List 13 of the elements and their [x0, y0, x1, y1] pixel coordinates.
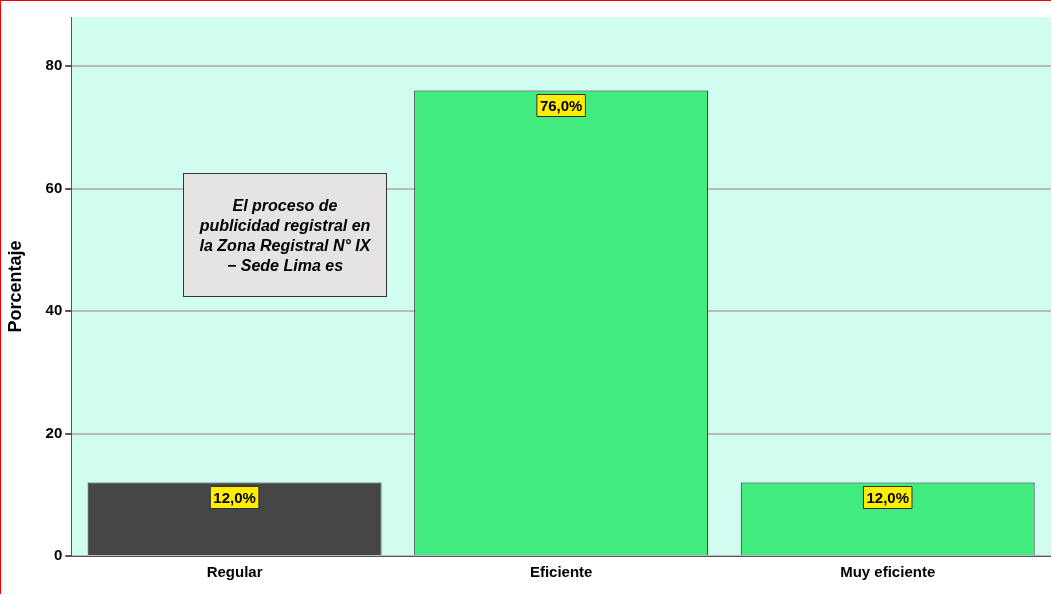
x-tick-label: Regular — [206, 563, 263, 581]
data-label: 76,0% — [539, 96, 583, 114]
y-tick-label: 0 — [53, 546, 63, 564]
data-label: 12,0% — [866, 488, 909, 506]
y-tick-label: 80 — [45, 56, 63, 74]
caption-box: El proceso de publicidad registral en la Zona Registral N° IX − Sede Lima es — [183, 173, 387, 297]
x-tick-label: Eficiente — [529, 563, 593, 581]
data-label: 12,0% — [213, 488, 256, 506]
x-tick-label: Muy eficiente — [840, 563, 936, 581]
y-axis-title: Porcentaje — [4, 240, 25, 333]
y-tick-label: 60 — [45, 178, 63, 196]
y-tick-label: 20 — [45, 423, 63, 441]
y-tick-label: 40 — [45, 301, 63, 319]
